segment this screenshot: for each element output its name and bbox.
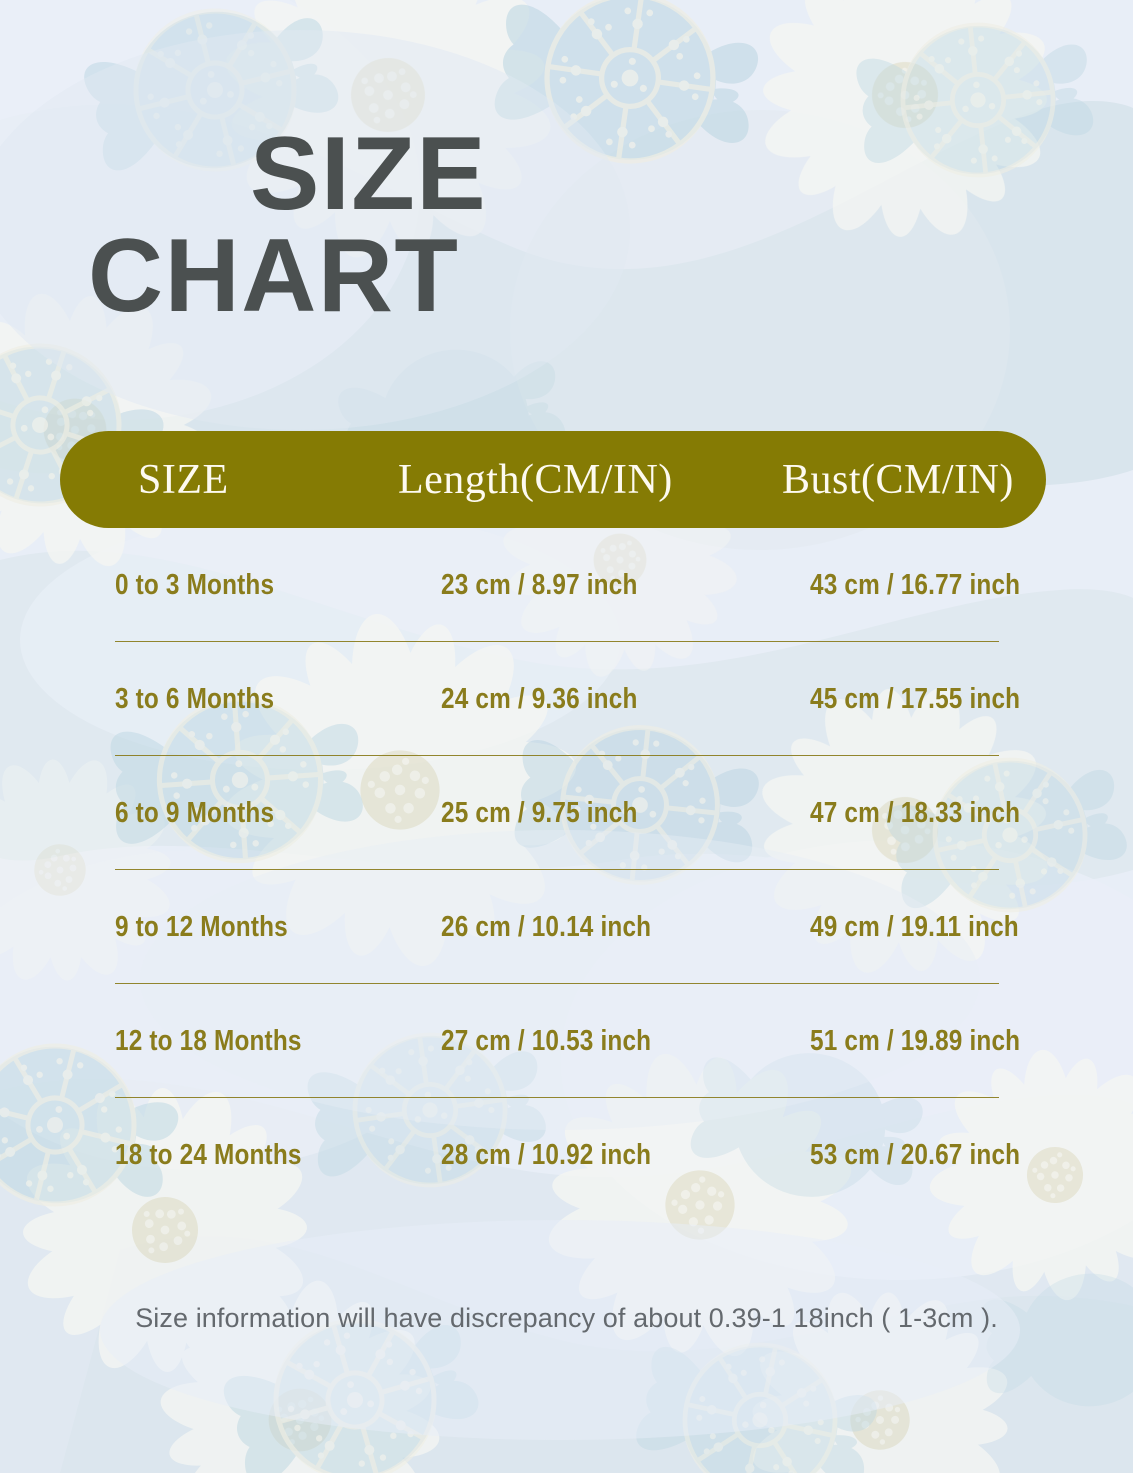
row-divider	[115, 755, 999, 756]
cell-size: 0 to 3 Months	[115, 568, 275, 601]
cell-length: 26 cm / 10.14 inch	[441, 910, 652, 943]
table-row: 9 to 12 Months 26 cm / 10.14 inch 49 cm …	[0, 870, 1133, 984]
cell-length: 28 cm / 10.92 inch	[441, 1138, 652, 1171]
column-header-length: Length(CM/IN)	[398, 456, 673, 503]
cell-length: 23 cm / 8.97 inch	[441, 568, 638, 601]
cell-length: 25 cm / 9.75 inch	[441, 796, 638, 829]
table-header-bar: SIZE Length(CM/IN) Bust(CM/IN)	[60, 431, 1046, 528]
table-row: 18 to 24 Months 28 cm / 10.92 inch 53 cm…	[0, 1098, 1133, 1212]
size-table-body: 0 to 3 Months 23 cm / 8.97 inch 43 cm / …	[0, 528, 1133, 1212]
row-divider	[115, 983, 999, 984]
column-header-bust: Bust(CM/IN)	[782, 456, 1014, 503]
table-row: 6 to 9 Months 25 cm / 9.75 inch 47 cm / …	[0, 756, 1133, 870]
row-divider	[115, 641, 999, 642]
table-row: 3 to 6 Months 24 cm / 9.36 inch 45 cm / …	[0, 642, 1133, 756]
cell-bust: 53 cm / 20.67 inch	[810, 1138, 1021, 1171]
cell-size: 9 to 12 Months	[115, 910, 288, 943]
cell-size: 6 to 9 Months	[115, 796, 275, 829]
cell-bust: 45 cm / 17.55 inch	[810, 682, 1021, 715]
cell-bust: 51 cm / 19.89 inch	[810, 1024, 1021, 1057]
row-divider	[115, 869, 999, 870]
column-header-size: SIZE	[138, 456, 229, 503]
cell-bust: 47 cm / 18.33 inch	[810, 796, 1021, 829]
cell-length: 27 cm / 10.53 inch	[441, 1024, 652, 1057]
row-divider	[115, 1097, 999, 1098]
cell-size: 18 to 24 Months	[115, 1138, 302, 1171]
page-title-line-1: SIZE	[250, 116, 488, 232]
cell-size: 12 to 18 Months	[115, 1024, 302, 1057]
cell-length: 24 cm / 9.36 inch	[441, 682, 638, 715]
cell-size: 3 to 6 Months	[115, 682, 275, 715]
table-row: 0 to 3 Months 23 cm / 8.97 inch 43 cm / …	[0, 528, 1133, 642]
disclaimer-note: Size information will have discrepancy o…	[135, 1303, 998, 1333]
cell-bust: 43 cm / 16.77 inch	[810, 568, 1021, 601]
page-title-line-2: CHART	[88, 217, 460, 334]
table-row: 12 to 18 Months 27 cm / 10.53 inch 51 cm…	[0, 984, 1133, 1098]
page-title: SIZE CHART	[88, 116, 930, 327]
cell-bust: 49 cm / 19.11 inch	[810, 910, 1019, 943]
